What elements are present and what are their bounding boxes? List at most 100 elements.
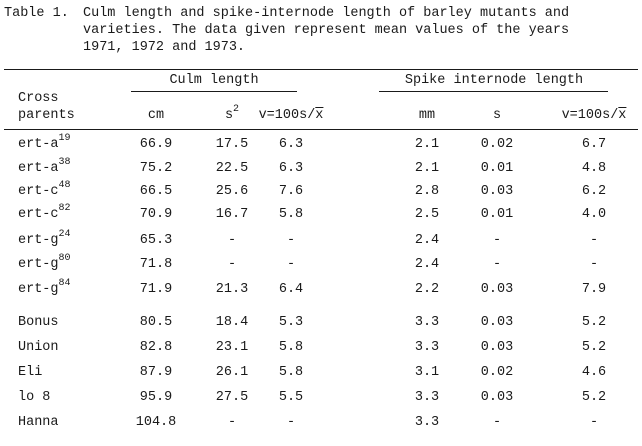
- table-cell-v: 5.5: [278, 390, 304, 405]
- table-cell-s2: -: [227, 233, 237, 248]
- row-label: ert-c48: [18, 180, 71, 200]
- table-cell-v2: 6.7: [581, 137, 607, 152]
- table-cell-cm: 75.2: [139, 161, 173, 176]
- table-cell-v: 7.6: [278, 184, 304, 199]
- table-cell-v: -: [286, 233, 296, 248]
- table-cell-mm: 3.3: [414, 390, 440, 405]
- table-caption-label: Table 1.: [4, 6, 69, 21]
- table-cell-v: 6.4: [278, 282, 304, 297]
- table-cell-cm: 80.5: [139, 315, 173, 330]
- table-cell-mm: 2.4: [414, 257, 440, 272]
- table-cell-s: -: [492, 233, 502, 248]
- table-cell-cm: 87.9: [139, 365, 173, 380]
- row-label-superscript: 48: [58, 180, 71, 191]
- table-cell-s2: 27.5: [215, 390, 249, 405]
- table-cell-mm: 2.1: [414, 161, 440, 176]
- table-cell-s: -: [492, 415, 502, 430]
- table-cell-v2: 5.2: [581, 315, 607, 330]
- table-cell-v2: 5.2: [581, 340, 607, 355]
- table-cell-mm: 3.3: [414, 340, 440, 355]
- table-cell-v2: 4.0: [581, 207, 607, 222]
- table-cell-s2: 21.3: [215, 282, 249, 297]
- row-label: ert-g24: [18, 229, 71, 249]
- table-cell-v: 5.8: [278, 340, 304, 355]
- table-cell-v2: 4.6: [581, 365, 607, 380]
- row-label: ert-a19: [18, 133, 71, 153]
- table-cell-mm: 2.2: [414, 282, 440, 297]
- table-cell-cm: 71.9: [139, 282, 173, 297]
- row-label-superscript: 80: [58, 253, 71, 264]
- table-cell-cm: 70.9: [139, 207, 173, 222]
- table-cell-v: 6.3: [278, 137, 304, 152]
- table-cell-s: -: [492, 257, 502, 272]
- row-label: ert-c82: [18, 203, 71, 223]
- table-cell-s2: 25.6: [215, 184, 249, 199]
- row-label: ert-a38: [18, 157, 71, 177]
- table-cell-v2: -: [589, 415, 599, 430]
- row-label: Hanna: [18, 415, 59, 430]
- table-cell-s: 0.03: [480, 315, 514, 330]
- table-cell-s: 0.02: [480, 365, 514, 380]
- col-header-cm: cm: [147, 108, 165, 123]
- table-cell-cm: 66.5: [139, 184, 173, 199]
- table-cell-v2: -: [589, 257, 599, 272]
- table-cell-v2: -: [589, 233, 599, 248]
- row-label-superscript: 82: [58, 203, 71, 214]
- table-cell-mm: 3.3: [414, 315, 440, 330]
- table-cell-cm: 71.8: [139, 257, 173, 272]
- table-cell-cm: 104.8: [135, 415, 177, 430]
- culm-group-underline: [131, 91, 297, 92]
- table-cell-mm: 2.4: [414, 233, 440, 248]
- row-label: lo 8: [18, 390, 51, 405]
- table-cell-v: 5.8: [278, 207, 304, 222]
- col-header-v2: v=100s/x: [561, 108, 627, 123]
- table-cell-s: 0.01: [480, 207, 514, 222]
- table-cell-s2: -: [227, 257, 237, 272]
- table-cell-s: 0.03: [480, 184, 514, 199]
- table-cell-s2: -: [227, 415, 237, 430]
- table-top-rule: [4, 69, 638, 70]
- table-cell-s: 0.03: [480, 340, 514, 355]
- table-cell-mm: 3.3: [414, 415, 440, 430]
- row-label: Bonus: [18, 315, 59, 330]
- table-cell-mm: 3.1: [414, 365, 440, 380]
- table-cell-v2: 4.8: [581, 161, 607, 176]
- table-cell-s: 0.02: [480, 137, 514, 152]
- table-cell-s2: 16.7: [215, 207, 249, 222]
- row-label-superscript: 38: [58, 157, 71, 168]
- table-cell-s2: 26.1: [215, 365, 249, 380]
- culm-length-header: Culm length: [169, 73, 259, 88]
- row-label-superscript: 24: [58, 229, 71, 240]
- col-header-mm: mm: [418, 108, 436, 123]
- table-cell-mm: 2.1: [414, 137, 440, 152]
- table-cell-s2: 17.5: [215, 137, 249, 152]
- row-label: ert-g80: [18, 253, 71, 273]
- table-cell-v: -: [286, 257, 296, 272]
- table-cell-v2: 6.2: [581, 184, 607, 199]
- table-caption-line-2: varieties. The data given represent mean…: [83, 23, 570, 38]
- spike-internode-header: Spike internode length: [404, 73, 584, 88]
- table-cell-v: 5.3: [278, 315, 304, 330]
- table-cell-cm: 82.8: [139, 340, 173, 355]
- table-cell-v: -: [286, 415, 296, 430]
- table-caption-line-3: 1971, 1972 and 1973.: [83, 40, 246, 55]
- row-label-superscript: 84: [58, 278, 71, 289]
- table-cell-cm: 66.9: [139, 137, 173, 152]
- table-cell-s2: 23.1: [215, 340, 249, 355]
- row-header-parents: parents: [18, 108, 75, 123]
- table-cell-s2: 18.4: [215, 315, 249, 330]
- table-cell-mm: 2.8: [414, 184, 440, 199]
- table-cell-v2: 7.9: [581, 282, 607, 297]
- table-cell-cm: 95.9: [139, 390, 173, 405]
- row-label-superscript: 19: [58, 133, 71, 144]
- table-cell-s2: 22.5: [215, 161, 249, 176]
- row-header-cross: Cross: [18, 91, 59, 106]
- spike-group-underline: [379, 91, 608, 92]
- row-label: Union: [18, 340, 59, 355]
- row-label: Eli: [18, 365, 43, 380]
- table-cell-s: 0.03: [480, 390, 514, 405]
- table-caption-line-1: Culm length and spike-internode length o…: [83, 6, 570, 21]
- table-cell-cm: 65.3: [139, 233, 173, 248]
- col-header-v1: v=100s/x: [258, 108, 324, 123]
- table-cell-v2: 5.2: [581, 390, 607, 405]
